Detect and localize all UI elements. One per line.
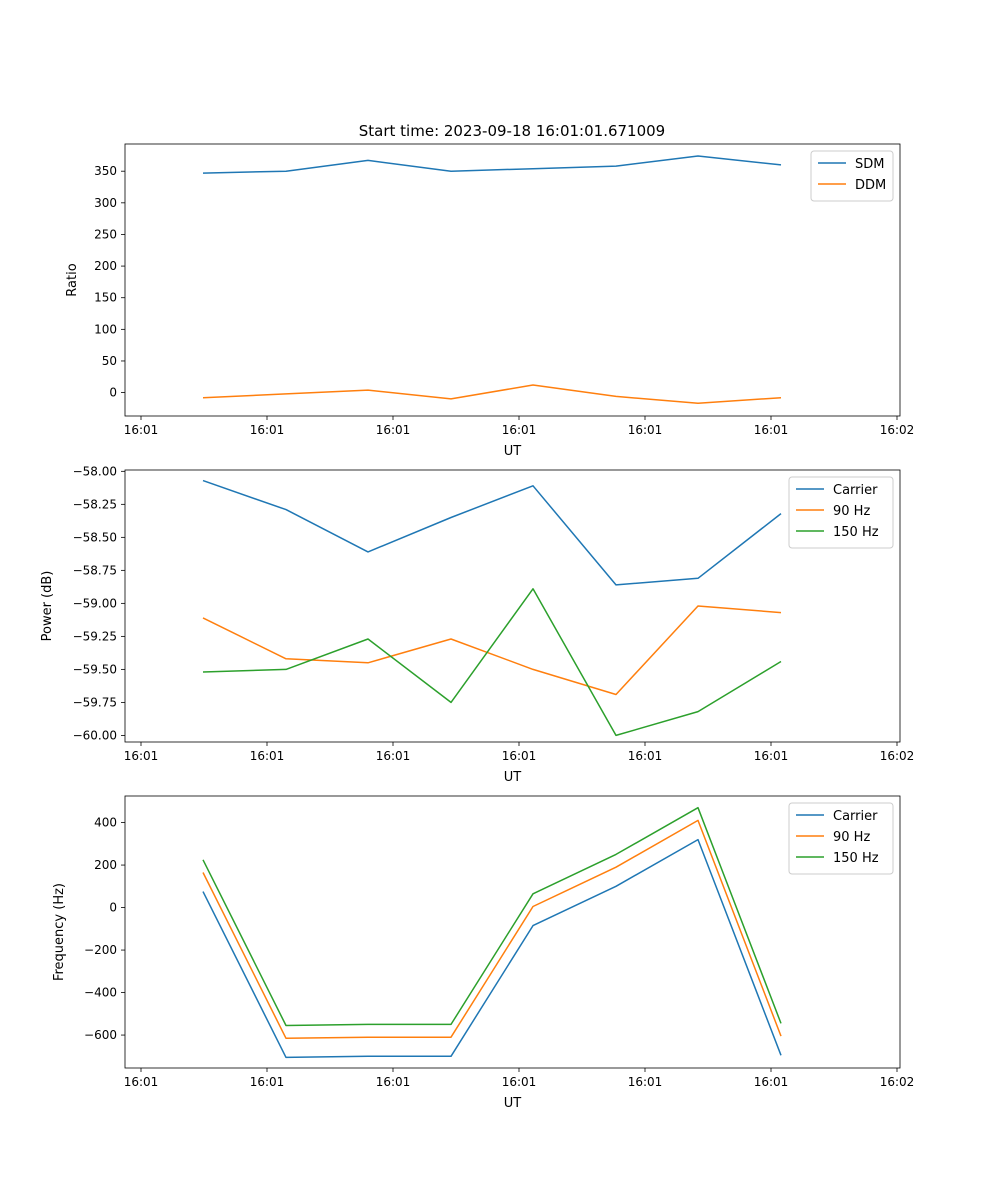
legend-label: DDM [855, 178, 886, 193]
series-line-ddm [202, 384, 782, 405]
x-tick-label: 16:01 [376, 423, 411, 437]
chart-panel-1: 16:01 16:01 16:01 16:01 16:01 16:01 16:02 0 50 10… [65, 143, 915, 459]
x-tick-label: 16:01 [376, 1075, 411, 1089]
y-tick-label: 0 [109, 901, 117, 915]
x-tick-label: 16:01 [250, 1075, 285, 1089]
x-tick-label: 16:01 [754, 423, 789, 437]
y-tick-label: −59.00 [73, 596, 117, 610]
y-tick-label: −200 [84, 943, 117, 957]
y-tick-label: −58.50 [73, 530, 117, 544]
y-axis-label: Power (dB) [40, 571, 55, 642]
y-tick-label: 0 [109, 386, 117, 400]
axes-frame [124, 469, 901, 743]
series-line-90-hz [202, 605, 782, 696]
x-tick-label: 16:02 [880, 1075, 915, 1089]
y-tick-label: 300 [94, 196, 117, 210]
x-tick-label: 16:01 [502, 749, 537, 763]
x-tick-label: 16:01 [376, 749, 411, 763]
y-axis-label: Frequency (Hz) [52, 883, 67, 981]
series-line-90-hz [202, 819, 782, 1040]
series-line-150-hz [202, 806, 782, 1027]
x-axis-label: UT [504, 444, 522, 459]
x-tick-label: 16:01 [754, 1075, 789, 1089]
y-tick-label: −58.75 [73, 563, 117, 577]
x-tick-label: 16:01 [124, 423, 159, 437]
series-line-carrier [202, 479, 782, 586]
x-tick-label: 16:01 [124, 1075, 159, 1089]
y-tick-label: 200 [94, 858, 117, 872]
x-tick-label: 16:02 [880, 749, 915, 763]
y-tick-label: 100 [94, 322, 117, 336]
plots: 16:01 16:01 16:01 16:01 16:01 16:01 16:02 0 50 10… [40, 143, 915, 1111]
x-tick-label: 16:01 [502, 1075, 537, 1089]
x-tick-label: 16:01 [124, 749, 159, 763]
y-axis-label: Ratio [65, 263, 80, 296]
y-tick-label: −58.00 [73, 464, 117, 478]
legend: SDM DDM [810, 150, 894, 202]
y-tick-label: −59.75 [73, 695, 117, 709]
y-tick-label: −400 [84, 986, 117, 1000]
y-tick-label: 150 [94, 291, 117, 305]
x-tick-label: 16:01 [628, 749, 663, 763]
x-tick-label: 16:01 [628, 1075, 663, 1089]
y-tick-label: −600 [84, 1028, 117, 1042]
y-tick-label: −59.50 [73, 662, 117, 676]
figure-title: Start time: 2023-09-18 16:01:01.671009 [359, 122, 665, 140]
x-tick-label: 16:01 [628, 423, 663, 437]
x-axis-label: UT [504, 1096, 522, 1111]
y-tick-label: −60.00 [73, 728, 117, 742]
legend-label: Carrier [833, 809, 878, 824]
legend: Carrier 90 Hz 150 Hz [788, 476, 894, 549]
x-tick-label: 16:02 [880, 423, 915, 437]
y-tick-label: −58.25 [73, 497, 117, 511]
series-line-carrier [202, 838, 782, 1059]
x-axis-label: UT [504, 770, 522, 785]
legend-label: SDM [855, 157, 884, 172]
y-tick-label: −59.25 [73, 629, 117, 643]
axes-frame [124, 795, 901, 1069]
y-tick-label: 400 [94, 816, 117, 830]
series-line-150-hz [202, 588, 782, 737]
legend-label: 150 Hz [833, 851, 879, 866]
legend-label: 90 Hz [833, 830, 870, 845]
chart-panel-2: 16:01 16:01 16:01 16:01 16:01 16:01 16:02 −60.0… [40, 464, 914, 785]
legend-label: 150 Hz [833, 525, 879, 540]
y-tick-label: 250 [94, 227, 117, 241]
x-tick-label: 16:01 [250, 423, 285, 437]
series-line-sdm [202, 155, 782, 174]
chart-panel-3: 16:01 16:01 16:01 16:01 16:01 16:01 16:02 −600 −… [52, 795, 915, 1111]
y-tick-label: 200 [94, 259, 117, 273]
axes-frame [124, 143, 901, 417]
y-tick-label: 350 [94, 164, 117, 178]
legend: Carrier 90 Hz 150 Hz [788, 802, 894, 875]
x-tick-label: 16:01 [502, 423, 537, 437]
legend-label: 90 Hz [833, 504, 870, 519]
x-tick-label: 16:01 [754, 749, 789, 763]
y-tick-label: 50 [102, 354, 117, 368]
legend-label: Carrier [833, 483, 878, 498]
x-tick-label: 16:01 [250, 749, 285, 763]
